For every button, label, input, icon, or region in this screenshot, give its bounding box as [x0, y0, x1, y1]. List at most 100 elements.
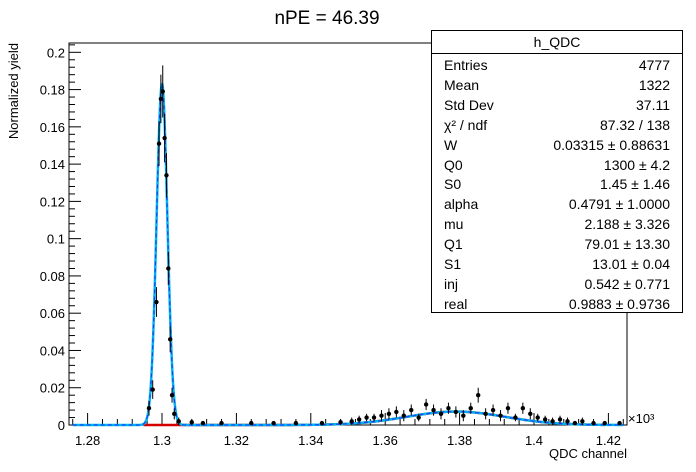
data-point: [167, 337, 173, 342]
y-axis-label: Normalized yield: [6, 43, 21, 139]
data-point: [219, 420, 224, 426]
x-axis: 1.28 1.3 1.32 1.34 1.36 1.38 1.4 1.42: [72, 413, 624, 448]
data-point: [565, 419, 570, 424]
stats-value: 0.03315 ± 0.88631: [553, 136, 670, 153]
data-point: [169, 392, 175, 398]
stats-row: S1 13.01 ± 0.04: [444, 254, 670, 274]
data-point: [200, 420, 206, 426]
data-point: [461, 413, 466, 418]
stats-value: 4777: [638, 57, 670, 73]
stats-value: 13.01 ± 0.04: [592, 256, 670, 272]
stats-row: W 0.03315 ± 0.88631: [444, 135, 670, 155]
data-point: [394, 409, 399, 415]
y-tick-label: 0: [58, 418, 65, 433]
stats-key: χ² / ndf: [444, 116, 488, 133]
data-point: [319, 420, 325, 426]
stats-row: Std Dev 37.11: [444, 95, 670, 115]
stats-key: alpha: [444, 196, 479, 213]
stats-value: 37.11: [636, 96, 670, 113]
stats-row: mu 2.188 ± 3.326: [444, 214, 670, 234]
data-point: [162, 135, 167, 141]
data-point: [166, 266, 171, 271]
stats-key: Entries: [444, 57, 488, 73]
stats-row: inj 0.542 ± 0.771: [444, 274, 670, 294]
data-point: [150, 387, 155, 392]
stats-key: S1: [444, 256, 462, 272]
stats-value: 0.4791 ± 1.0000: [568, 196, 670, 213]
x-tick-label: 1.36: [373, 433, 398, 448]
x-tick-label: 1.32: [224, 433, 249, 448]
data-point: [535, 415, 540, 420]
data-point: [572, 420, 578, 426]
data-point: [483, 411, 488, 417]
data-point: [176, 419, 181, 424]
data-point: [409, 407, 414, 413]
data-point: [338, 420, 343, 425]
stats-value: 0.542 ± 0.771: [584, 275, 670, 292]
data-point: [468, 406, 473, 411]
data-point: [446, 406, 451, 411]
stats-row: Entries 4777: [444, 55, 670, 75]
y-tick-label: 0.14: [40, 157, 65, 172]
x-tick-label: 1.38: [447, 433, 472, 448]
stats-key: Q0: [444, 156, 463, 173]
stats-value: 0.9883 ± 0.9736: [568, 295, 670, 312]
stats-value: 87.32 / 138: [599, 116, 670, 133]
data-point: [371, 415, 377, 420]
stats-row: real 0.9883 ± 0.9736: [444, 294, 670, 314]
stats-value: 1300 ± 4.2: [603, 156, 670, 173]
x-tick-label: 1.4: [525, 433, 543, 448]
y-tick-label: 0.2: [47, 45, 65, 60]
y-tick-label: 0.16: [40, 120, 65, 135]
data-point: [364, 415, 369, 420]
data-point: [154, 299, 159, 305]
stats-row: Q0 1300 ± 4.2: [444, 155, 670, 175]
y-tick-label: 0.1: [47, 232, 65, 247]
data-point: [505, 406, 511, 411]
x-tick-label: 1.42: [596, 433, 621, 448]
data-point: [293, 420, 299, 426]
stats-key: W: [444, 136, 458, 153]
stats-row: χ² / ndf 87.32 / 138: [444, 115, 670, 135]
data-point: [423, 402, 429, 407]
y-tick-label: 0.08: [40, 269, 65, 284]
data-point: [249, 420, 254, 426]
data-point: [602, 420, 607, 426]
data-point: [476, 392, 481, 398]
data-point: [498, 413, 503, 418]
data-point: [386, 411, 392, 417]
data-point: [580, 419, 585, 424]
data-point: [520, 406, 526, 411]
stats-value: 79.01 ± 13.30: [584, 236, 670, 253]
x-tick-label: 1.3: [153, 433, 171, 448]
data-point: [431, 407, 436, 413]
stats-value: 1322: [638, 76, 670, 93]
stats-key: Std Dev: [444, 96, 494, 113]
data-point: [416, 415, 421, 420]
y-tick-label: 0.18: [40, 83, 65, 98]
data-point: [513, 415, 518, 420]
x-axis-label: QDC channel: [549, 446, 627, 461]
stats-value: 2.188 ± 3.326: [584, 216, 670, 233]
data-point: [591, 420, 596, 426]
x-tick-label: 1.34: [298, 433, 323, 448]
stats-row: Mean 1322: [444, 75, 670, 95]
y-tick-label: 0.12: [40, 194, 65, 209]
data-point: [550, 419, 555, 424]
stats-key: Q1: [444, 236, 463, 253]
data-point: [160, 89, 165, 94]
data-point: [379, 413, 384, 418]
data-point: [189, 420, 194, 425]
stats-title: h_QDC: [432, 31, 682, 54]
data-point: [158, 96, 164, 102]
data-point: [146, 406, 152, 411]
stats-key: S0: [444, 176, 462, 193]
stats-key: mu: [444, 216, 464, 233]
stats-row: S0 1.45 ± 1.46: [444, 174, 670, 194]
stats-key: real: [444, 295, 468, 312]
data-point: [557, 417, 563, 422]
chart-title: nPE = 46.39: [274, 8, 379, 29]
dashed-fit-curve: [72, 83, 624, 426]
y-tick-label: 0.06: [40, 306, 65, 321]
